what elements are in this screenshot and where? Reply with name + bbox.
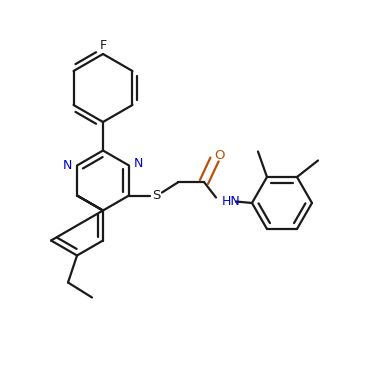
Text: O: O (214, 149, 225, 162)
Text: HN: HN (222, 195, 241, 208)
Text: F: F (99, 38, 107, 51)
Text: N: N (62, 159, 72, 172)
Text: N: N (133, 157, 143, 170)
Text: S: S (152, 189, 160, 202)
